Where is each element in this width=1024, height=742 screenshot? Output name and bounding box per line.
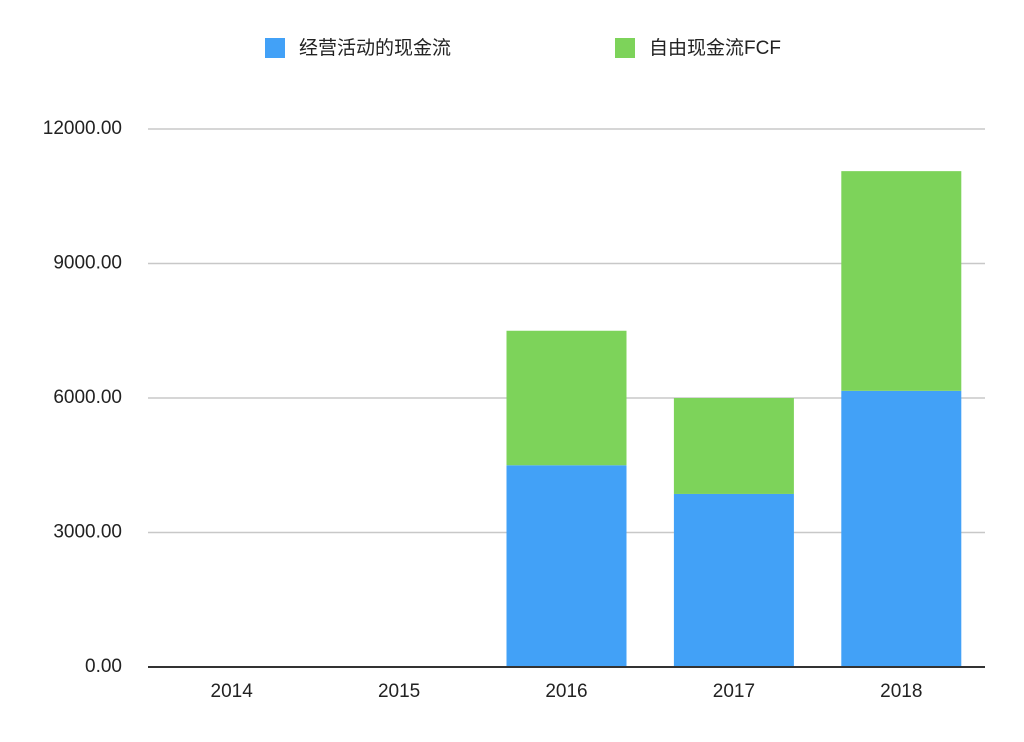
bar-segment: [841, 171, 962, 391]
legend-label: 经营活动的现金流: [299, 37, 451, 59]
bar-segment: [506, 465, 627, 667]
y-tick-label: 9000.00: [53, 253, 122, 274]
bar-segment: [841, 390, 962, 667]
bar-segment: [673, 493, 794, 667]
y-tick-label: 12000.00: [43, 118, 122, 139]
legend-swatch: [265, 38, 285, 58]
x-tick-label: 2016: [545, 681, 587, 702]
bar-segment: [506, 330, 627, 466]
x-tick-label: 2017: [713, 681, 755, 702]
x-tick-label: 2014: [211, 681, 254, 702]
y-tick-label: 6000.00: [53, 387, 122, 408]
legend-label: 自由现金流FCF: [649, 37, 781, 59]
legend-swatch: [615, 38, 635, 58]
x-tick-label: 2018: [880, 681, 922, 702]
x-tick-label: 2015: [378, 681, 420, 702]
y-tick-label: 0.00: [85, 656, 122, 677]
y-tick-label: 3000.00: [53, 522, 122, 543]
bar-segment: [673, 398, 794, 494]
